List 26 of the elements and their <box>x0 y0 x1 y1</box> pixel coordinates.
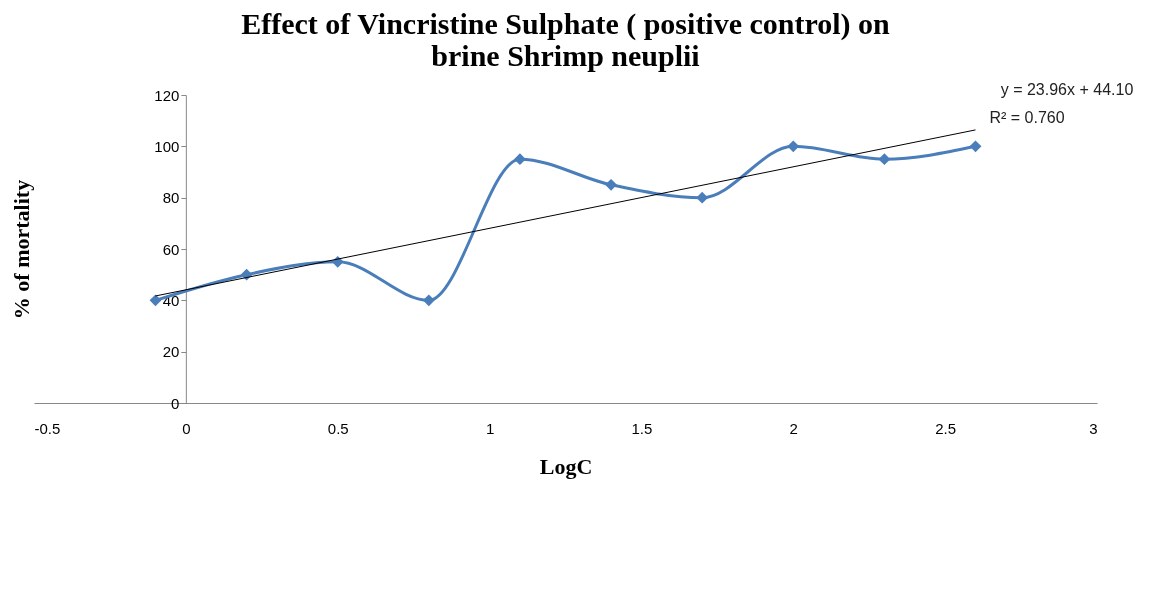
chart-title: Effect of Vincristine Sulphate ( positive control) on brine Shrimp neuplii <box>241 7 891 72</box>
x-tick-label: 2.5 <box>935 419 957 437</box>
y-tick-label: 80 <box>162 189 180 207</box>
point <box>969 140 982 153</box>
x-tick-label: -0.5 <box>34 419 61 437</box>
point <box>514 153 526 166</box>
point <box>149 294 162 307</box>
y-tick-label: 60 <box>162 240 180 258</box>
y-tick-label: 120 <box>154 86 180 104</box>
y-tick-label: 0 <box>171 394 180 412</box>
x-tick-label: 1.5 <box>631 419 653 437</box>
x-tick-label: 2 <box>789 419 798 437</box>
annotation: R² = 0.760 <box>989 109 1065 126</box>
x-tick-label: 3 <box>1089 419 1098 437</box>
point <box>605 178 617 191</box>
x-tick-label: 1 <box>485 419 495 437</box>
y-axis-title: % of mortality <box>9 179 35 320</box>
x-tick-label: 0 <box>182 419 191 437</box>
y-tick-label: 100 <box>154 137 180 155</box>
x-tick-label: 0.5 <box>327 419 349 437</box>
point <box>422 294 435 307</box>
x-axis-title: LogC <box>539 453 593 479</box>
point <box>696 191 709 204</box>
annotation: y = 23.96x + 44.10 <box>1000 81 1134 98</box>
point <box>878 153 891 166</box>
y-tick-label: 20 <box>162 343 180 361</box>
